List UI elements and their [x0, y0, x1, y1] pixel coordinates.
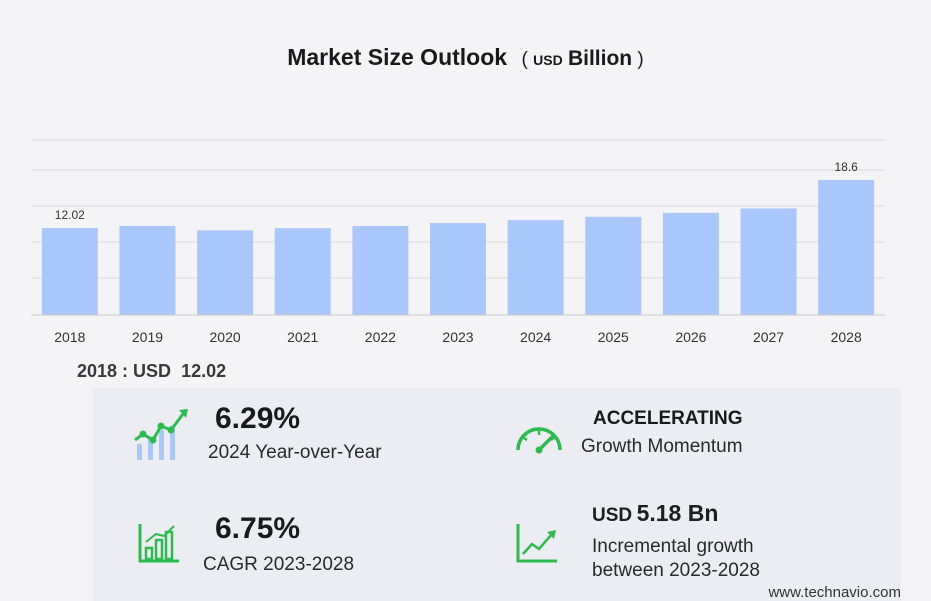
- cagr-value: 6.75%: [215, 512, 301, 545]
- x-tick-label: 2025: [598, 329, 629, 345]
- momentum-value: ACCELERATING: [593, 408, 743, 429]
- base-currency: USD: [133, 361, 172, 381]
- bar-2027: [740, 208, 797, 315]
- incremental-amount: 5.18 Bn: [636, 500, 719, 526]
- chart-title: Market Size Outlook: [287, 44, 508, 70]
- bar-2024: [507, 220, 564, 315]
- unit-prefix: USD: [533, 52, 563, 68]
- bar-2025: [585, 216, 642, 315]
- stats-panel: 6.29% 2024 Year-over-Year ACCELERATING G…: [93, 388, 901, 601]
- data-label: 12.02: [55, 208, 85, 222]
- bar-chart-icon: [138, 524, 179, 563]
- x-tick-label: 2026: [675, 329, 706, 345]
- x-tick-label: 2021: [287, 329, 318, 345]
- incremental-line2: between 2023-2028: [592, 560, 760, 581]
- x-tick-label: 2023: [442, 329, 473, 345]
- data-label: 18.6: [835, 160, 859, 174]
- bar-2023: [430, 223, 486, 315]
- growth-chart-icon: [134, 409, 188, 460]
- incremental-currency: USD: [592, 505, 633, 526]
- unit-word: Billion: [567, 47, 633, 70]
- source-footer: www.technavio.com: [768, 584, 901, 601]
- cagr-label: CAGR 2023-2028: [203, 554, 355, 575]
- bar-2021: [274, 228, 331, 315]
- x-tick-label: 2024: [520, 329, 551, 345]
- incremental-value: USD 5.18 Bn: [592, 500, 718, 527]
- bar-2018: [41, 228, 98, 315]
- base-year-summary: 2018 : USD 12.02: [77, 361, 227, 381]
- momentum-label: Growth Momentum: [581, 436, 743, 457]
- bar-2026: [662, 212, 719, 315]
- speedometer-icon: [516, 427, 562, 454]
- chart-unit: ( USD Billion ): [521, 47, 644, 70]
- base-year: 2018: [77, 361, 118, 381]
- bar-chart: 2018 12.02 2019 2020 2021 2022 2023 2024 2025 202…: [31, 139, 885, 345]
- chart-title-row: Market Size Outlook ( USD Billion ): [0, 44, 931, 71]
- bar-2020: [197, 230, 254, 315]
- x-tick-label: 2018: [54, 329, 85, 345]
- trend-line-icon: [516, 524, 557, 563]
- x-tick-label: 2028: [831, 329, 862, 345]
- x-tick-label: 2019: [132, 329, 163, 345]
- bar-2019: [119, 225, 176, 315]
- incremental-line1: Incremental growth: [592, 536, 754, 557]
- bar-2028: [818, 179, 875, 315]
- x-tick-label: 2020: [210, 329, 241, 345]
- x-tick-label: 2022: [365, 329, 396, 345]
- yoy-value: 6.29%: [215, 402, 301, 435]
- yoy-label: 2024 Year-over-Year: [208, 442, 382, 463]
- x-tick-label: 2027: [753, 329, 784, 345]
- base-value: 12.02: [181, 361, 227, 381]
- bar-2022: [352, 225, 409, 315]
